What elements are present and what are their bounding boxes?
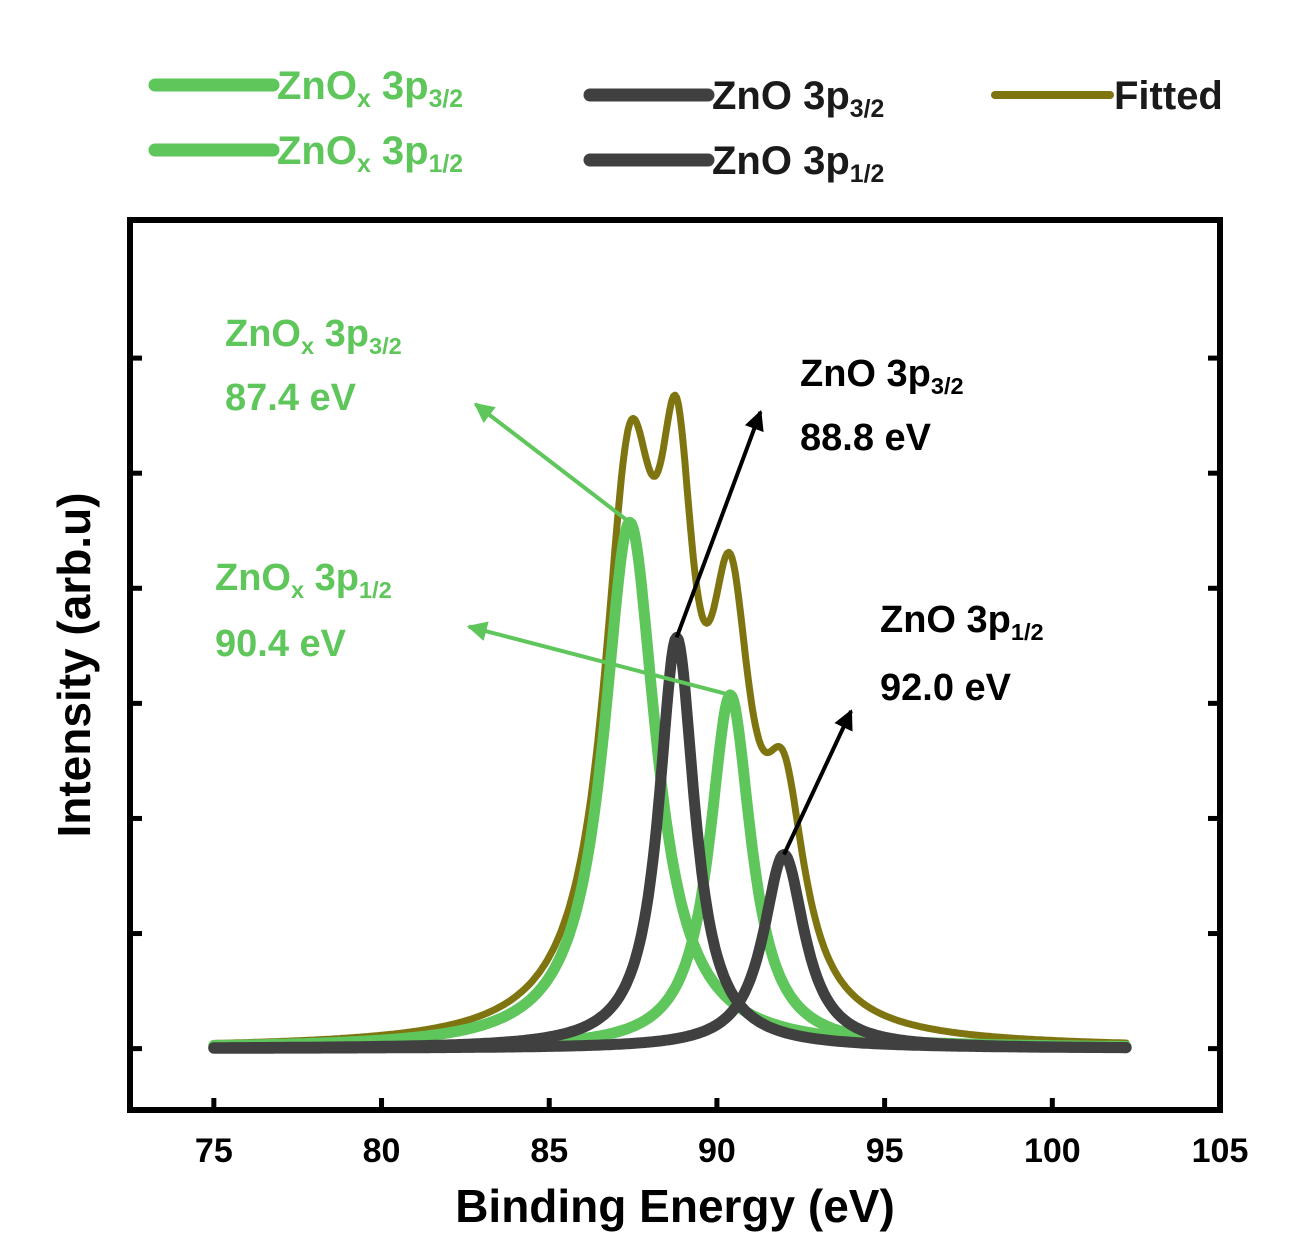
y-axis-title: Intensity (arb.u)	[48, 492, 100, 837]
annotation-energy-zo12: 92.0 eV	[880, 667, 1012, 709]
x-tick-label-2: 85	[530, 1132, 568, 1170]
legend-label-zox32: ZnOx 3p3/2	[277, 64, 463, 113]
x-tick-label-3: 90	[698, 1132, 736, 1170]
x-tick-label-5: 100	[1024, 1132, 1081, 1170]
x-axis-title: Binding Energy (eV)	[455, 1180, 895, 1232]
x-axis-ticks	[211, 1098, 1055, 1110]
annotation-arrow-zo12	[782, 709, 853, 856]
annotation-arrow-zo32	[674, 409, 764, 639]
annotation-arrow-zox32	[473, 402, 631, 524]
legend-label-zo12: ZnO 3p1/2	[712, 139, 884, 188]
annotation-name-zox12: ZnOx 3p1/2	[215, 557, 392, 603]
annotation-name-zo12: ZnO 3p1/2	[880, 599, 1044, 645]
x-tick-label-6: 105	[1192, 1132, 1249, 1170]
annotation-name-zo32: ZnO 3p3/2	[800, 353, 964, 399]
x-tick-label-0: 75	[195, 1132, 233, 1170]
x-tick-label-1: 80	[363, 1132, 401, 1170]
y-axis-ticks	[130, 355, 1220, 1052]
annotation-energy-zox32: 87.4 eV	[225, 377, 357, 419]
legend-label-zox12: ZnOx 3p1/2	[277, 129, 463, 178]
plot-curves	[208, 391, 1132, 1054]
annotation-energy-zo32: 88.8 eV	[800, 417, 932, 459]
legend-label-zo32: ZnO 3p3/2	[712, 74, 884, 123]
annotation-arrow-zox12	[466, 621, 731, 697]
legend-label-fitted: Fitted	[1114, 74, 1223, 118]
plot-frame	[127, 217, 1223, 1113]
chart-legend: ZnOx 3p3/2 ZnO 3p3/2 Fitted ZnOx 3p1/2 ZnO 3…	[148, 64, 1223, 188]
x-tick-label-4: 95	[866, 1132, 904, 1170]
x-axis-tick-labels: 75 80 85 90 95 100 105	[195, 1132, 1248, 1170]
annotation-energy-zox12: 90.4 eV	[215, 623, 347, 665]
peak-annotations: ZnOx 3p3/2 87.4 eV ZnOx 3p1/2 90.4 eV ZnO 3p…	[215, 313, 1044, 856]
series-line-zo12	[208, 849, 1132, 1054]
annotation-name-zox32: ZnOx 3p3/2	[225, 313, 402, 359]
